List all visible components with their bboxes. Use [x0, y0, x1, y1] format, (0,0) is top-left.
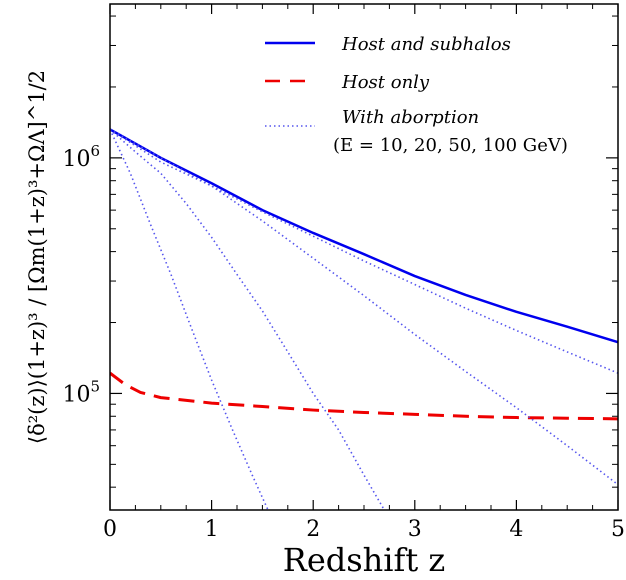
series-layer — [110, 128, 618, 510]
legend-sublabel-energies: (E = 10, 20, 50, 100 GeV) — [333, 135, 568, 156]
y-axis-title: ⟨δ²(z)⟩(1+z)³ / [Ωm(1+z)³+ΩΛ]^1/2 — [25, 70, 49, 444]
x-axis-title: Redshift z — [283, 541, 446, 579]
y-tick-label: 105 — [62, 377, 100, 407]
series-line-5 — [110, 128, 618, 374]
label-layer: 0 1 2 3 4 5 105 106 — [62, 142, 625, 542]
legend-label-with-aborption: With aborption — [342, 107, 479, 128]
series-line-0 — [110, 128, 618, 344]
legend: Host and subhalos Host only With aborpti… — [265, 34, 568, 156]
y-tick-label: 106 — [62, 142, 100, 172]
legend-label-host-and-subhalos: Host and subhalos — [341, 34, 511, 55]
series-line-1 — [110, 371, 618, 421]
x-tick-label: 1 — [205, 517, 219, 542]
legend-label-host-only: Host only — [341, 72, 430, 93]
series-line-3 — [110, 128, 386, 510]
series-line-4 — [110, 128, 618, 486]
x-tick-label: 0 — [103, 517, 117, 542]
x-tick-label: 5 — [611, 517, 625, 542]
tick-layer — [109, 4, 619, 510]
x-tick-label: 2 — [306, 517, 320, 542]
series-line-2 — [110, 129, 269, 510]
x-tick-label: 4 — [509, 517, 523, 542]
x-tick-label: 3 — [408, 517, 422, 542]
